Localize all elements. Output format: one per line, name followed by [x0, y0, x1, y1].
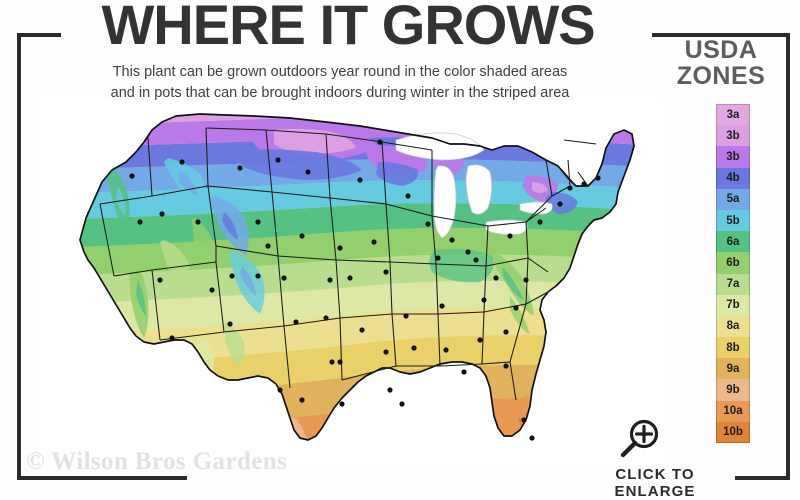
subtitle: This plant can be grown outdoors year ro… — [40, 62, 640, 104]
magnifier-plus-icon[interactable] — [617, 416, 663, 462]
legend-swatch-10b-15: 10b — [716, 421, 750, 443]
frame-right-edge — [786, 33, 790, 480]
legend-swatch-5b-5: 5b — [716, 209, 750, 232]
legend-swatch-7a-8: 7a — [716, 273, 750, 295]
click-to-enlarge-label[interactable]: CLICK TO ENLARGE — [614, 466, 696, 500]
great-lakes — [395, 132, 553, 239]
state-borders — [99, 127, 597, 401]
frame-bottom-right-edge — [735, 476, 790, 480]
legend-swatch-3b-1: 3b — [716, 125, 750, 147]
usda-zone-legend: 3a 3b 3b 4b 5a 5b 6a 6b 7a 7b 8a 8b 9a 9b 10a 10b — [716, 104, 750, 443]
frame-top-right-edge — [652, 33, 790, 37]
legend-swatch-9b-13: 9b — [716, 379, 750, 401]
legend-swatch-9a-12: 9a — [716, 358, 750, 380]
legend-swatch-8b-11: 8b — [716, 337, 750, 359]
frame-left-edge — [17, 33, 21, 480]
legend-swatch-3b-2: 3b — [716, 146, 750, 168]
page-title: WHERE IT GROWS — [101, 0, 595, 56]
legend-swatch-3a-0: 3a — [716, 104, 750, 126]
legend-heading-line-2: ZONES — [676, 61, 766, 90]
legend-heading-line-1: USDA — [684, 36, 758, 64]
city-markers — [129, 139, 601, 441]
legend-swatch-6a-6: 6a — [716, 231, 750, 253]
legend-swatch-6b-7: 6b — [716, 252, 750, 274]
subtitle-line-1: This plant can be grown outdoors year ro… — [112, 64, 568, 80]
legend-swatch-4b-3: 4b — [716, 167, 750, 189]
legend-swatch-8a-10: 8a — [716, 315, 750, 338]
subtitle-line-2: and in pots that can be brought indoors … — [110, 85, 570, 102]
legend-swatch-10a-14: 10a — [716, 400, 750, 422]
legend-heading: USDA ZONES — [655, 36, 787, 90]
national-border — [79, 113, 635, 441]
legend-swatch-5a-4: 5a — [716, 188, 750, 210]
frame-bottom-left-edge — [17, 476, 187, 480]
usa-map-svg[interactable] — [40, 100, 660, 465]
usda-hardiness-map[interactable] — [40, 100, 660, 465]
legend-swatch-7b-9: 7b — [716, 294, 750, 316]
watermark: © Wilson Bros Gardens — [26, 448, 288, 475]
frame-top-left-edge — [17, 33, 61, 37]
